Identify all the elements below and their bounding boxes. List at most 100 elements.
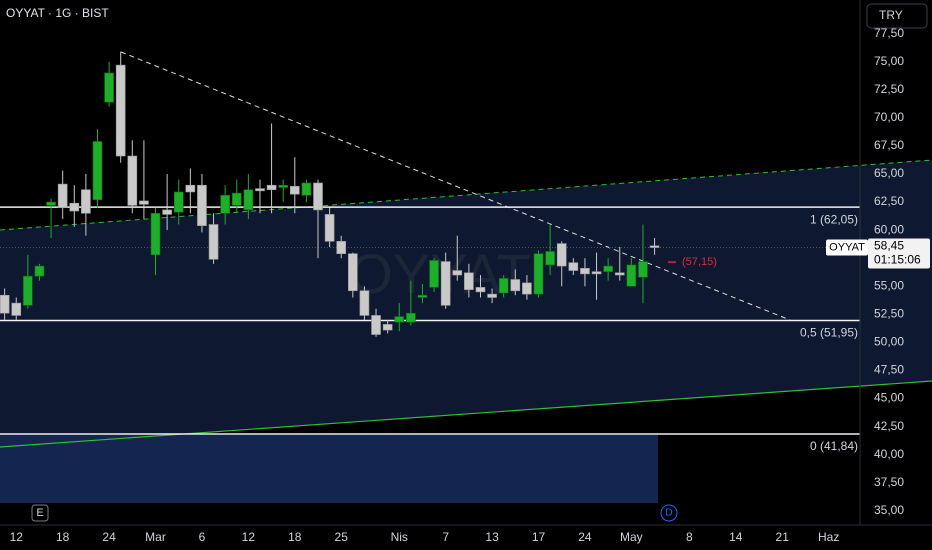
candle-body (162, 209, 172, 215)
candle-body (487, 293, 497, 298)
candle-body (417, 294, 428, 298)
fib-label: 1 (62,05) (810, 212, 858, 226)
candle-body (522, 282, 532, 295)
x-tick-label: Nis (391, 530, 408, 544)
currency-button[interactable] (866, 3, 928, 29)
candle-body (545, 251, 555, 266)
event-badge[interactable] (31, 504, 49, 522)
x-tick-label: 13 (485, 530, 499, 544)
candle-body (348, 253, 358, 292)
watermark: OYYAT (349, 242, 531, 305)
x-tick-label: 17 (532, 530, 546, 544)
candle-body (429, 260, 439, 288)
dividend-badge[interactable] (660, 504, 678, 522)
candle-body (301, 182, 312, 196)
candle-body (197, 184, 207, 226)
trend-line (0, 380, 932, 448)
candle-body (614, 272, 625, 276)
candle-body (81, 189, 91, 214)
y-tick-label: 75,00 (874, 54, 904, 68)
y-tick-label: 72,50 (874, 82, 904, 96)
y-tick-label: 40,00 (874, 447, 904, 461)
fib-label: 0,5 (51,95) (800, 326, 858, 340)
y-tick-label: 52,50 (874, 306, 904, 320)
candle-body (139, 200, 149, 205)
candle-body (34, 265, 45, 277)
candle-body (278, 184, 288, 188)
trend-line-resistance (120, 51, 791, 321)
chart-title: OYYAT · 1G · BIST (6, 6, 109, 20)
candle-body (289, 186, 300, 195)
candle-body (231, 192, 242, 206)
x-tick-label: 12 (242, 530, 256, 544)
candle-body (510, 279, 521, 292)
candle-body (255, 188, 265, 192)
y-tick-label: 55,00 (874, 278, 904, 292)
candle-body (498, 278, 509, 294)
plot (0, 51, 860, 435)
event-label[interactable]: E (36, 507, 43, 519)
candle-body (440, 261, 451, 306)
countdown: 01:15:06 (874, 253, 921, 267)
x-tick-label: 24 (102, 530, 116, 544)
symbol-tag-label: OYYAT (829, 241, 865, 253)
candle-body (591, 271, 602, 275)
dividend-label[interactable]: D (665, 508, 672, 519)
alert-label: (57,15) (682, 256, 717, 268)
y-tick-label: 50,00 (874, 335, 904, 349)
candle-body (0, 294, 10, 314)
candle-body (324, 214, 335, 242)
y-tick-label: 47,50 (874, 363, 904, 377)
candle-body (371, 315, 381, 335)
x-tick-label: 18 (56, 530, 70, 544)
candle-body (452, 270, 463, 276)
x-tick-label: Haz (818, 530, 839, 544)
price-tag (868, 238, 930, 269)
x-tick-label: 6 (199, 530, 206, 544)
y-tick-label: 45,00 (874, 391, 904, 405)
x-tick-label: 18 (288, 530, 302, 544)
candle-body (638, 261, 648, 278)
y-tick-label: 42,50 (874, 419, 904, 433)
candle-body (69, 202, 80, 212)
x-tick-label: 24 (578, 530, 592, 544)
candle-body (406, 312, 416, 323)
candle-body (92, 141, 103, 201)
candle-body (185, 184, 196, 193)
x-tick-label: 8 (686, 530, 693, 544)
candle-body (127, 155, 138, 206)
range-fill (0, 160, 932, 447)
candle-body (533, 253, 544, 295)
candle-body (243, 189, 254, 211)
y-tick-label: 35,00 (874, 503, 904, 517)
x-tick-label: 12 (10, 530, 24, 544)
candle-body (359, 290, 370, 316)
candle-body (568, 262, 579, 271)
x-tick-label: May (620, 530, 643, 544)
x-tick-label: 21 (776, 530, 790, 544)
candle-body (150, 212, 161, 256)
candle-body (336, 241, 347, 255)
candle-body (23, 275, 33, 306)
symbol-tag (826, 239, 868, 256)
currency[interactable]: TRY (879, 8, 903, 22)
y-tick-label: 77,50 (874, 26, 904, 40)
candle-body (394, 316, 405, 323)
candle-body (626, 264, 637, 287)
fib-label: 0 (41,84) (810, 439, 858, 453)
price-tag-label: 58,45 (874, 239, 904, 253)
candle-body (208, 224, 219, 260)
y-tick-label: 62,50 (874, 194, 904, 208)
candle-body (649, 245, 660, 248)
candle-body (57, 183, 68, 208)
candle-body (556, 243, 567, 267)
y-tick-label: 37,50 (874, 475, 904, 489)
candle-body (115, 64, 126, 157)
y-tick-label: 70,00 (874, 110, 904, 124)
y-tick-label: 65,00 (874, 166, 904, 180)
candle-body (603, 265, 613, 272)
x-tick-label: Mar (145, 530, 166, 544)
x-tick-label: 14 (729, 530, 743, 544)
candle-body (173, 191, 184, 213)
